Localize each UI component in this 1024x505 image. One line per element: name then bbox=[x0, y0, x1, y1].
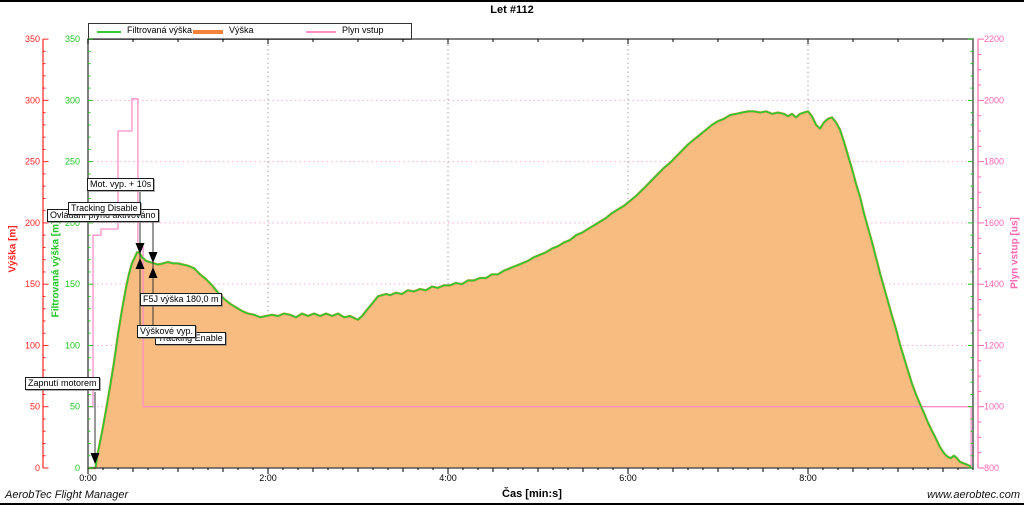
svg-text:350: 350 bbox=[65, 34, 80, 44]
svg-text:800: 800 bbox=[984, 463, 999, 473]
svg-text:1400: 1400 bbox=[984, 279, 1004, 289]
svg-text:300: 300 bbox=[65, 95, 80, 105]
bottom-divider bbox=[0, 503, 1024, 505]
svg-text:2000: 2000 bbox=[984, 95, 1004, 105]
svg-text:2200: 2200 bbox=[984, 34, 1004, 44]
svg-text:1200: 1200 bbox=[984, 340, 1004, 350]
filtered-altitude-line-icon bbox=[97, 31, 121, 33]
marker-arrow-up bbox=[148, 267, 158, 278]
svg-text:1600: 1600 bbox=[984, 218, 1004, 228]
svg-text:200: 200 bbox=[65, 218, 80, 228]
marker-arrow-down bbox=[90, 453, 100, 464]
svg-text:1000: 1000 bbox=[984, 402, 1004, 412]
svg-text:0: 0 bbox=[75, 463, 80, 473]
svg-text:150: 150 bbox=[65, 279, 80, 289]
svg-text:250: 250 bbox=[65, 157, 80, 167]
svg-text:0:00: 0:00 bbox=[79, 473, 97, 483]
throttle-line-icon bbox=[306, 31, 336, 33]
svg-text:0: 0 bbox=[35, 463, 40, 473]
svg-text:50: 50 bbox=[70, 402, 80, 412]
marker-arrow-up bbox=[135, 258, 145, 269]
svg-text:1800: 1800 bbox=[984, 157, 1004, 167]
legend-item-altitude[interactable]: Výška bbox=[229, 25, 254, 35]
axis-title-time: Čas [min:s] bbox=[502, 488, 562, 500]
legend-item-throttle[interactable]: Plyn vstup bbox=[342, 25, 384, 35]
svg-text:6:00: 6:00 bbox=[619, 473, 637, 483]
marker-arrow-down bbox=[148, 252, 158, 263]
svg-text:200: 200 bbox=[25, 218, 40, 228]
svg-text:250: 250 bbox=[25, 157, 40, 167]
svg-text:8:00: 8:00 bbox=[799, 473, 817, 483]
svg-text:350: 350 bbox=[25, 34, 40, 44]
svg-text:100: 100 bbox=[65, 340, 80, 350]
page-title: Let #112 bbox=[490, 4, 534, 16]
svg-text:150: 150 bbox=[25, 279, 40, 289]
legend-item-filtered-altitude[interactable]: Filtrovaná výška bbox=[127, 25, 193, 35]
app-name: AerobTec Flight Manager bbox=[5, 489, 129, 501]
svg-text:2:00: 2:00 bbox=[259, 473, 277, 483]
svg-text:4:00: 4:00 bbox=[439, 473, 457, 483]
website-link[interactable]: www.aerobtec.com bbox=[927, 489, 1020, 501]
svg-text:50: 50 bbox=[30, 402, 40, 412]
svg-text:100: 100 bbox=[25, 340, 40, 350]
altitude-line-icon bbox=[193, 30, 223, 34]
svg-text:300: 300 bbox=[25, 95, 40, 105]
marker-arrow-down bbox=[135, 243, 145, 254]
